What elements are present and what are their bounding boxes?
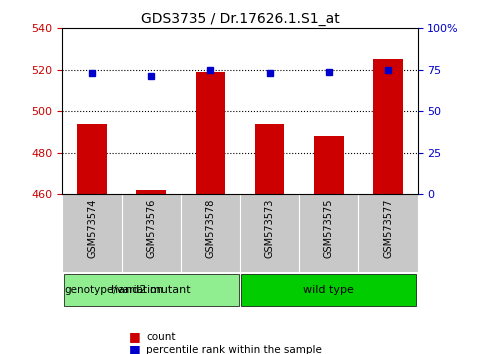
Title: GDS3735 / Dr.17626.1.S1_at: GDS3735 / Dr.17626.1.S1_at xyxy=(141,12,339,26)
Text: GSM573577: GSM573577 xyxy=(383,198,393,258)
Bar xyxy=(255,124,284,194)
Text: GSM573576: GSM573576 xyxy=(146,198,156,258)
Text: GSM573578: GSM573578 xyxy=(205,198,216,258)
Bar xyxy=(136,190,166,194)
Bar xyxy=(241,274,417,306)
Text: GSM573573: GSM573573 xyxy=(264,198,275,258)
Text: ■: ■ xyxy=(129,343,140,354)
Bar xyxy=(63,274,239,306)
Text: count: count xyxy=(146,332,176,342)
Text: GSM573574: GSM573574 xyxy=(87,198,97,258)
Text: hand2 mutant: hand2 mutant xyxy=(111,285,191,295)
Text: wild type: wild type xyxy=(303,285,354,295)
Bar xyxy=(373,59,403,194)
Text: genotype/variation: genotype/variation xyxy=(64,285,163,295)
Bar xyxy=(196,72,225,194)
Bar xyxy=(77,124,107,194)
Text: percentile rank within the sample: percentile rank within the sample xyxy=(146,345,322,354)
Text: GSM573575: GSM573575 xyxy=(324,198,334,258)
Text: ■: ■ xyxy=(129,331,140,343)
Bar xyxy=(314,136,344,194)
